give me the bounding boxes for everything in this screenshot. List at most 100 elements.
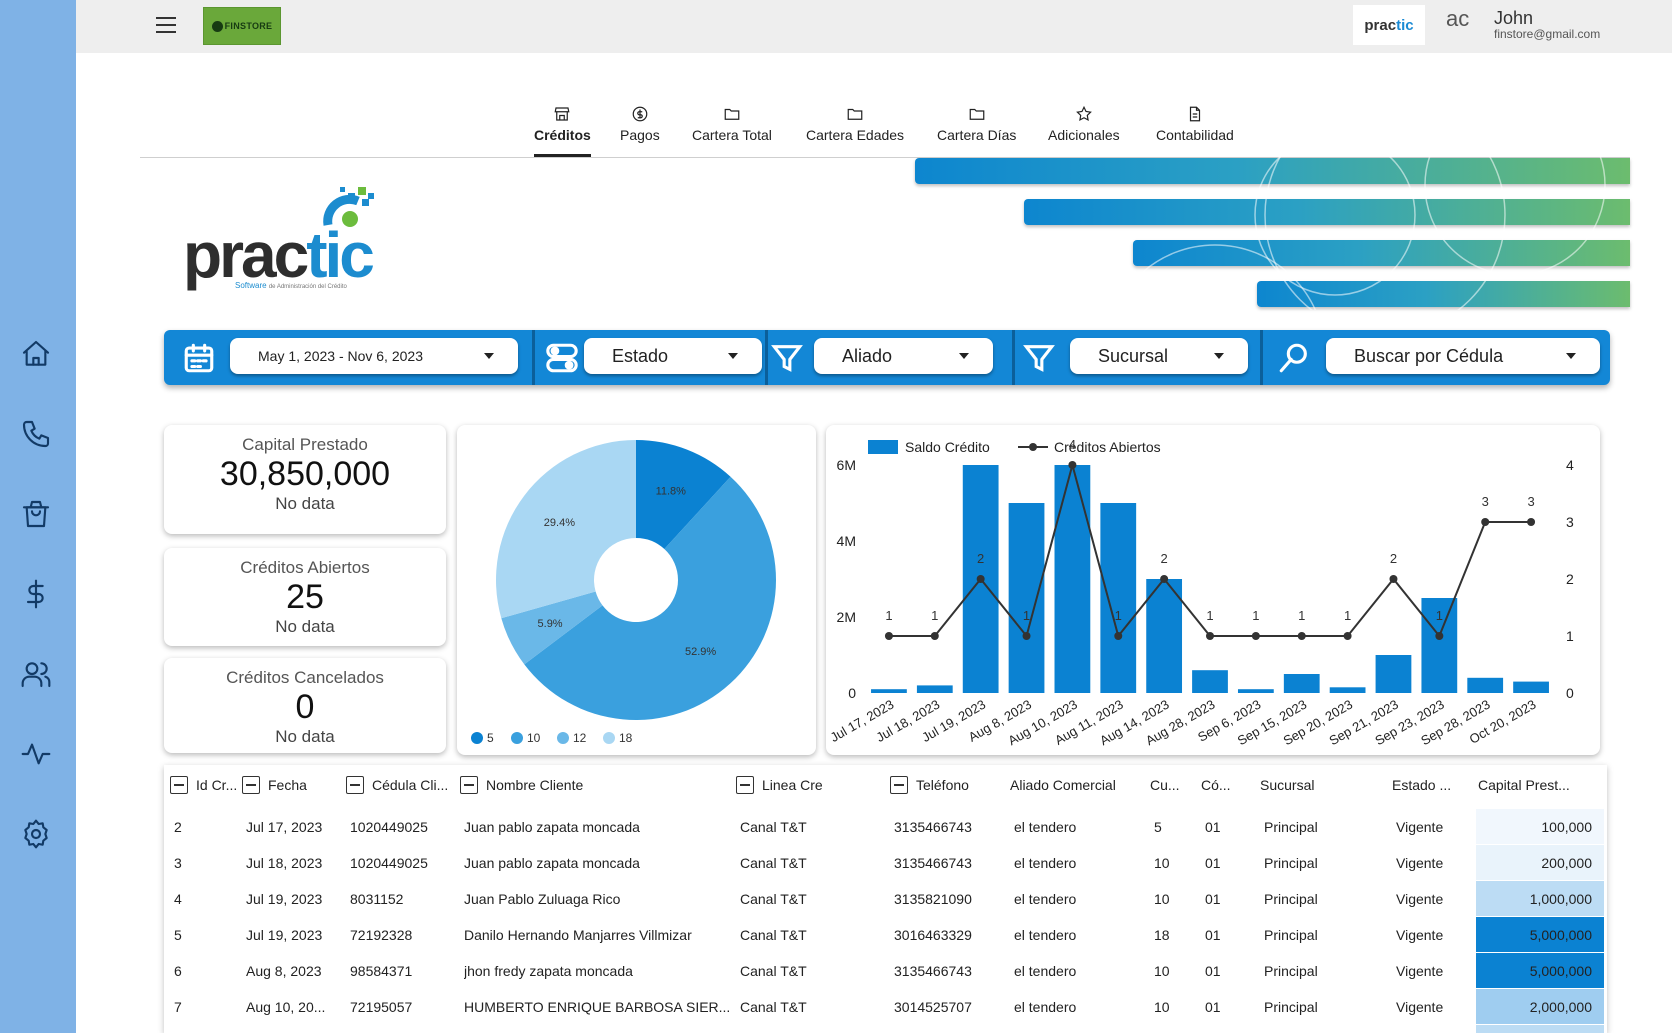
bar[interactable] <box>1054 465 1091 693</box>
bar[interactable] <box>1008 503 1045 693</box>
table-cell: 3014525707 <box>894 999 972 1015</box>
table-cell: 5,000,000 <box>1476 917 1604 953</box>
legend-swatch <box>603 732 615 744</box>
estado-select[interactable]: Estado <box>584 338 762 374</box>
table-cell: 3135466743 <box>894 819 972 835</box>
tab-adicionales[interactable]: Adicionales <box>1048 98 1120 157</box>
collapse-column-icon[interactable] <box>346 776 364 794</box>
table-cell: el tendero <box>1014 819 1077 835</box>
column-header[interactable]: Aliado Comercial <box>1010 773 1148 797</box>
phone-icon[interactable] <box>18 416 54 452</box>
column-header[interactable]: Estado ... <box>1392 773 1476 797</box>
table-cell: 10 <box>1154 891 1170 907</box>
tab-cartera-dias[interactable]: Cartera Días <box>937 98 1016 157</box>
line-point[interactable] <box>1251 632 1260 640</box>
kpi-creditos-abiertos: Créditos Abiertos 25 No data <box>164 548 446 646</box>
line-point[interactable] <box>884 632 893 640</box>
tab-contabilidad[interactable]: Contabilidad <box>1156 98 1234 157</box>
practic-logo-mark <box>323 187 374 227</box>
bar[interactable] <box>1329 687 1366 693</box>
bar[interactable] <box>1237 689 1274 693</box>
table-cell: jhon fredy zapata moncada <box>464 963 633 979</box>
menu-icon[interactable] <box>156 17 176 33</box>
column-header[interactable]: Cu... <box>1150 773 1198 797</box>
column-header[interactable]: Capital Prest... <box>1478 773 1602 797</box>
table-cell: Aug 10, 20... <box>246 1025 346 1033</box>
tab-pagos[interactable]: Pagos <box>620 98 660 157</box>
line-point[interactable] <box>1022 632 1031 640</box>
collapse-column-icon[interactable] <box>736 776 754 794</box>
bar[interactable] <box>1146 579 1183 693</box>
column-header[interactable]: Sucursal <box>1260 773 1388 797</box>
collapse-column-icon[interactable] <box>242 776 260 794</box>
dollar-icon[interactable] <box>18 576 54 612</box>
table-cell: 72192328 <box>350 927 413 943</box>
avatar[interactable]: ac <box>1446 6 1470 31</box>
tab-cartera-total[interactable]: Cartera Total <box>692 98 772 157</box>
pie-slice[interactable] <box>501 591 603 665</box>
column-header[interactable]: Fecha <box>242 773 342 797</box>
folder-icon <box>724 108 740 120</box>
activity-icon[interactable] <box>18 736 54 772</box>
table-cell: Vigente <box>1396 963 1444 979</box>
line-point[interactable] <box>1435 632 1444 640</box>
pie-slice[interactable] <box>495 440 636 619</box>
bar[interactable] <box>916 685 953 693</box>
column-header[interactable]: Cédula Cli... <box>346 773 456 797</box>
bar[interactable] <box>871 689 907 693</box>
date-range-select[interactable]: May 1, 2023 - Nov 6, 2023 <box>230 338 518 374</box>
collapse-column-icon[interactable] <box>460 776 478 794</box>
line-point[interactable] <box>1527 518 1536 526</box>
bar[interactable] <box>1192 670 1228 693</box>
table-cell: Principal <box>1264 963 1318 979</box>
home-icon[interactable] <box>18 336 54 372</box>
y-left-tick: 2M <box>837 609 856 625</box>
column-header[interactable]: Id Cr... <box>170 773 240 797</box>
line-point[interactable] <box>930 632 939 640</box>
bar[interactable] <box>1283 674 1320 693</box>
collapse-column-icon[interactable] <box>890 776 908 794</box>
bar[interactable] <box>1421 598 1458 693</box>
shopping-bag-icon[interactable] <box>18 496 54 532</box>
sucursal-select[interactable]: Sucursal <box>1070 338 1248 374</box>
line-point[interactable] <box>976 575 985 583</box>
table-cell: 2,000,000 <box>1476 989 1604 1025</box>
column-header[interactable]: Linea Cre <box>736 773 886 797</box>
aliado-value: Aliado <box>842 345 893 366</box>
bar[interactable] <box>1375 655 1412 693</box>
column-header[interactable]: Teléfono <box>890 773 1008 797</box>
bar[interactable] <box>1100 503 1137 693</box>
tab-creditos[interactable]: Créditos <box>534 98 591 157</box>
line-point[interactable] <box>1114 632 1123 640</box>
column-header[interactable]: Có... <box>1201 773 1257 797</box>
users-icon[interactable] <box>18 656 54 692</box>
data-label: 3 <box>1482 494 1489 509</box>
bar[interactable] <box>1513 681 1549 693</box>
data-label: 2 <box>1390 551 1397 566</box>
decorative-banner <box>915 155 1630 310</box>
line-point[interactable] <box>1068 461 1077 469</box>
gear-icon[interactable] <box>18 816 54 852</box>
line-point[interactable] <box>1343 632 1352 640</box>
aliado-select[interactable]: Aliado <box>814 338 993 374</box>
line-point[interactable] <box>1297 632 1306 640</box>
column-header[interactable]: Nombre Cliente <box>460 773 730 797</box>
table-cell: 10 <box>1154 855 1170 871</box>
pie-slice[interactable] <box>524 476 776 720</box>
pie-slice[interactable] <box>636 440 731 550</box>
data-label: 1 <box>885 608 892 623</box>
bar[interactable] <box>1467 677 1504 693</box>
kpi-label: Créditos Abiertos <box>240 558 370 577</box>
line-point[interactable] <box>1206 632 1214 640</box>
brand-sub-b: de Administración del Crédito <box>268 284 347 290</box>
cedula-search-select[interactable]: Buscar por Cédula <box>1326 338 1600 374</box>
line-point[interactable] <box>1481 518 1490 526</box>
table-cell: el tendero <box>1014 963 1077 979</box>
line-point[interactable] <box>1389 575 1398 583</box>
line-point[interactable] <box>1160 575 1169 583</box>
y-right-tick: 3 <box>1566 514 1574 530</box>
folder-icon <box>847 108 863 120</box>
collapse-column-icon[interactable] <box>170 776 188 794</box>
tab-cartera-edades[interactable]: Cartera Edades <box>806 98 904 157</box>
table-cell: 1,000,000 <box>1476 1025 1604 1033</box>
